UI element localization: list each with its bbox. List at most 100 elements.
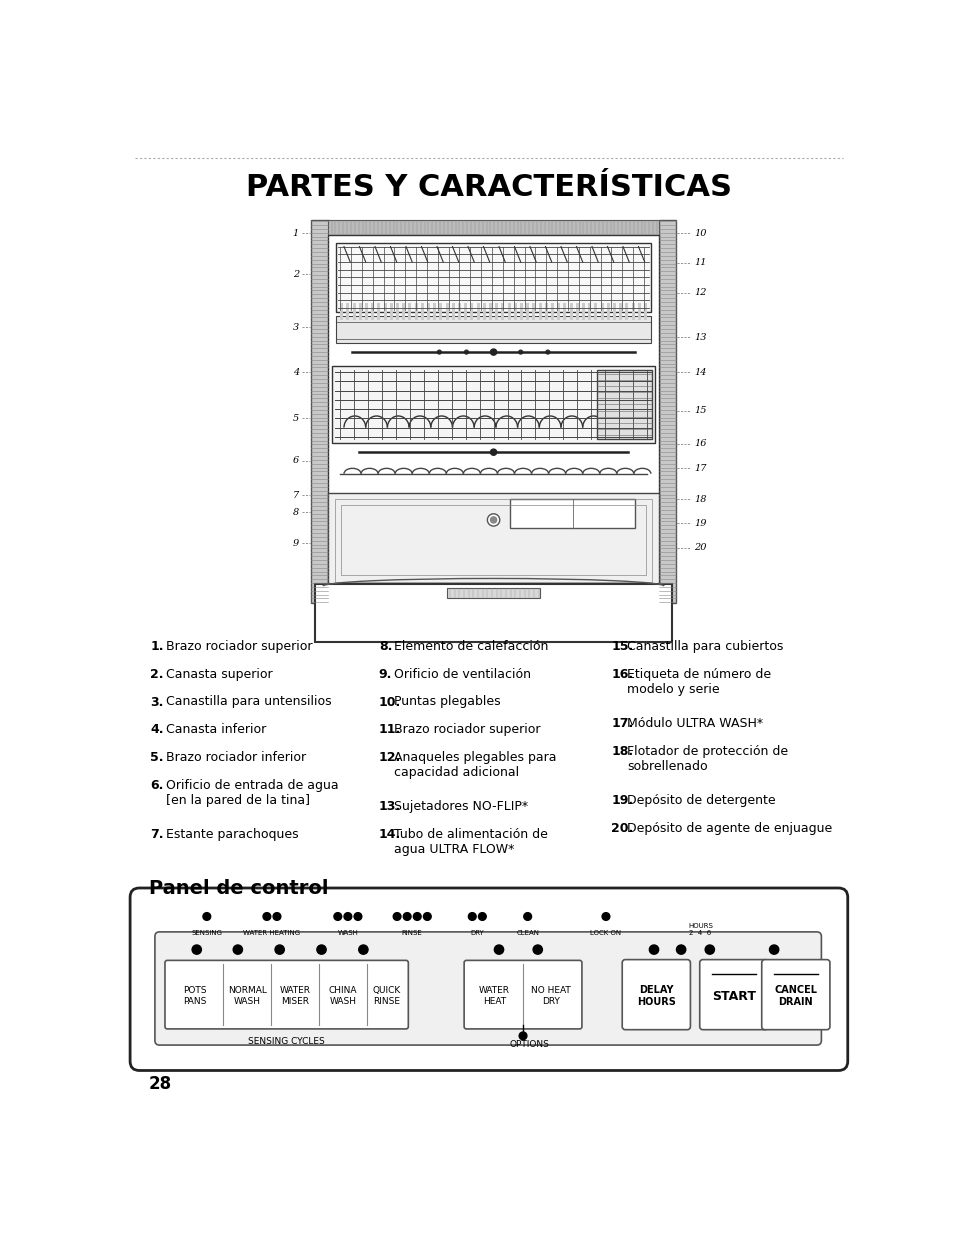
Text: Canasta superior: Canasta superior (166, 668, 273, 681)
FancyBboxPatch shape (621, 960, 690, 1029)
Bar (482, 303, 485, 320)
Bar (457, 303, 460, 320)
Text: 12: 12 (694, 288, 706, 298)
Circle shape (704, 945, 714, 955)
Circle shape (358, 945, 368, 955)
Circle shape (316, 945, 326, 955)
Text: Orificio de ventilación: Orificio de ventilación (394, 668, 531, 681)
Bar (618, 303, 621, 320)
Text: 15.: 15. (611, 640, 633, 653)
Bar (519, 303, 522, 320)
Text: HOURS: HOURS (687, 923, 712, 929)
Text: 20: 20 (694, 543, 706, 552)
Circle shape (203, 913, 211, 920)
Text: 6.: 6. (150, 779, 164, 791)
Text: 16.: 16. (611, 668, 633, 681)
Circle shape (649, 945, 658, 955)
Bar (476, 303, 479, 320)
Text: Canastilla para untensilios: Canastilla para untensilios (166, 696, 331, 708)
Bar (340, 303, 343, 320)
Text: 7: 7 (293, 491, 298, 500)
Bar (464, 303, 467, 320)
Bar (581, 303, 584, 320)
Bar (631, 303, 634, 320)
Circle shape (192, 945, 201, 955)
Text: Módulo ULTRA WASH*: Módulo ULTRA WASH* (626, 717, 762, 730)
Text: 5.: 5. (150, 751, 164, 764)
Circle shape (490, 348, 497, 355)
Text: CANCEL: CANCEL (774, 986, 817, 996)
Text: 13.: 13. (378, 800, 400, 813)
Text: WATER HEATING: WATER HEATING (243, 930, 300, 936)
Bar (365, 303, 368, 320)
Bar (612, 303, 616, 320)
Bar (594, 303, 597, 320)
Text: Brazo rociador superior: Brazo rociador superior (394, 723, 540, 737)
Text: CHINA
WASH: CHINA WASH (329, 986, 357, 1006)
Circle shape (393, 913, 400, 920)
Circle shape (468, 913, 476, 920)
Text: DRAIN: DRAIN (778, 997, 812, 1007)
Bar (637, 303, 640, 320)
Text: Flotador de protección de
sobrellenado: Flotador de protección de sobrellenado (626, 745, 787, 773)
Text: HOURS: HOURS (637, 997, 675, 1007)
Text: START: START (711, 990, 755, 1003)
Bar (495, 303, 497, 320)
Bar (544, 303, 547, 320)
Circle shape (436, 350, 441, 353)
Bar (587, 303, 591, 320)
Circle shape (523, 913, 531, 920)
Circle shape (423, 913, 431, 920)
Text: 2  4  6: 2 4 6 (689, 930, 711, 936)
FancyBboxPatch shape (130, 888, 847, 1070)
Text: QUICK
RINSE: QUICK RINSE (372, 986, 400, 1006)
Text: 8: 8 (293, 507, 298, 517)
Bar (562, 303, 566, 320)
Circle shape (464, 350, 468, 353)
Circle shape (533, 945, 542, 955)
Bar (510, 500, 635, 528)
Circle shape (518, 1032, 526, 1039)
Bar (470, 303, 473, 320)
Bar (507, 303, 510, 320)
Text: Brazo rociador superior: Brazo rociador superior (166, 640, 312, 653)
Text: Estante parachoques: Estante parachoques (166, 828, 298, 841)
Bar (420, 303, 423, 320)
Text: 9.: 9. (378, 668, 392, 681)
Bar (500, 303, 504, 320)
Bar (311, 219, 328, 603)
Text: 19: 19 (694, 518, 706, 527)
Text: WASH: WASH (337, 930, 358, 936)
Bar (383, 303, 386, 320)
Bar (408, 303, 411, 320)
Bar (599, 303, 603, 320)
Text: 20.: 20. (611, 822, 633, 835)
FancyBboxPatch shape (165, 960, 408, 1029)
Text: Depósito de agente de enjuague: Depósito de agente de enjuague (626, 822, 831, 835)
Circle shape (273, 913, 280, 920)
Text: Tubo de alimentación de
agua ULTRA FLOW*: Tubo de alimentación de agua ULTRA FLOW* (394, 828, 548, 856)
Text: 8.: 8. (378, 640, 392, 653)
Bar (525, 303, 529, 320)
Circle shape (263, 913, 271, 920)
Circle shape (233, 945, 242, 955)
Bar (624, 303, 628, 320)
Text: NO HEAT
DRY: NO HEAT DRY (531, 986, 570, 1006)
FancyBboxPatch shape (760, 960, 829, 1029)
Text: PARTES Y CARACTERÍSTICAS: PARTES Y CARACTERÍSTICAS (246, 172, 731, 202)
Circle shape (354, 913, 361, 920)
Text: Brazo rociador inferior: Brazo rociador inferior (166, 751, 306, 764)
Bar (346, 303, 349, 320)
Text: POTS
PANS: POTS PANS (183, 986, 207, 1006)
Text: 3.: 3. (150, 696, 164, 708)
Bar (447, 588, 539, 598)
Bar (658, 219, 675, 603)
Circle shape (518, 350, 522, 353)
Text: Anaqueles plegables para
capacidad adicional: Anaqueles plegables para capacidad adici… (394, 751, 557, 779)
Text: 28: 28 (149, 1075, 172, 1094)
Text: Etiqueta de número de
modelo y serie: Etiqueta de número de modelo y serie (626, 668, 770, 696)
Bar (557, 303, 559, 320)
Circle shape (769, 945, 778, 955)
Text: Panel de control: Panel de control (149, 879, 328, 898)
Text: DELAY: DELAY (639, 986, 673, 996)
